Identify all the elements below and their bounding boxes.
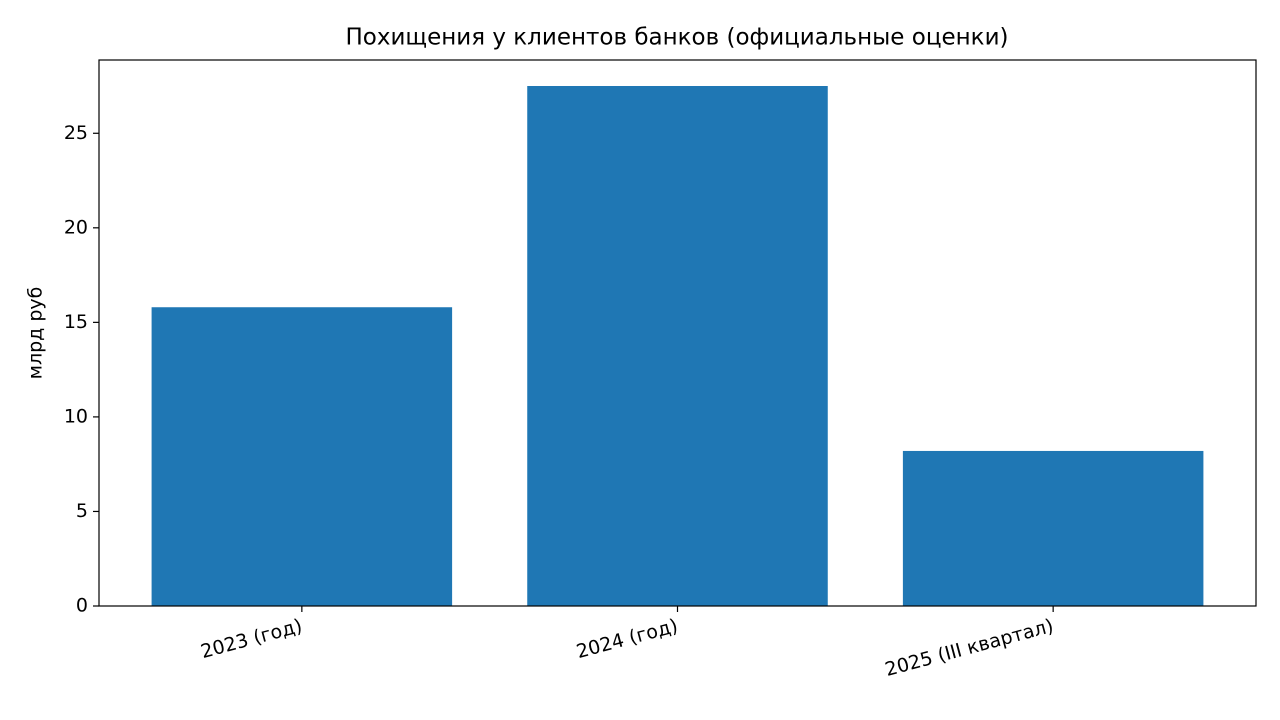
y-tick-label: 10 [64,405,88,427]
y-tick-label: 0 [76,595,88,617]
y-tick-label: 15 [64,311,88,333]
x-tick-label: 2025 (III квартал) [883,615,1056,681]
y-tick-label: 20 [64,216,88,238]
bar [527,86,828,606]
plot-frame [98,59,1257,607]
y-tick-label: 25 [64,122,88,144]
chart-title: Похищения у клиентов банков (официальные… [345,25,1008,51]
x-tick-label: 2024 (год) [574,615,680,663]
y-axis-label: млрд руб [25,287,47,380]
bar [151,307,453,606]
y-tick-label: 5 [76,500,88,522]
bar [902,450,1204,606]
x-tick-label: 2023 (год) [198,615,304,663]
